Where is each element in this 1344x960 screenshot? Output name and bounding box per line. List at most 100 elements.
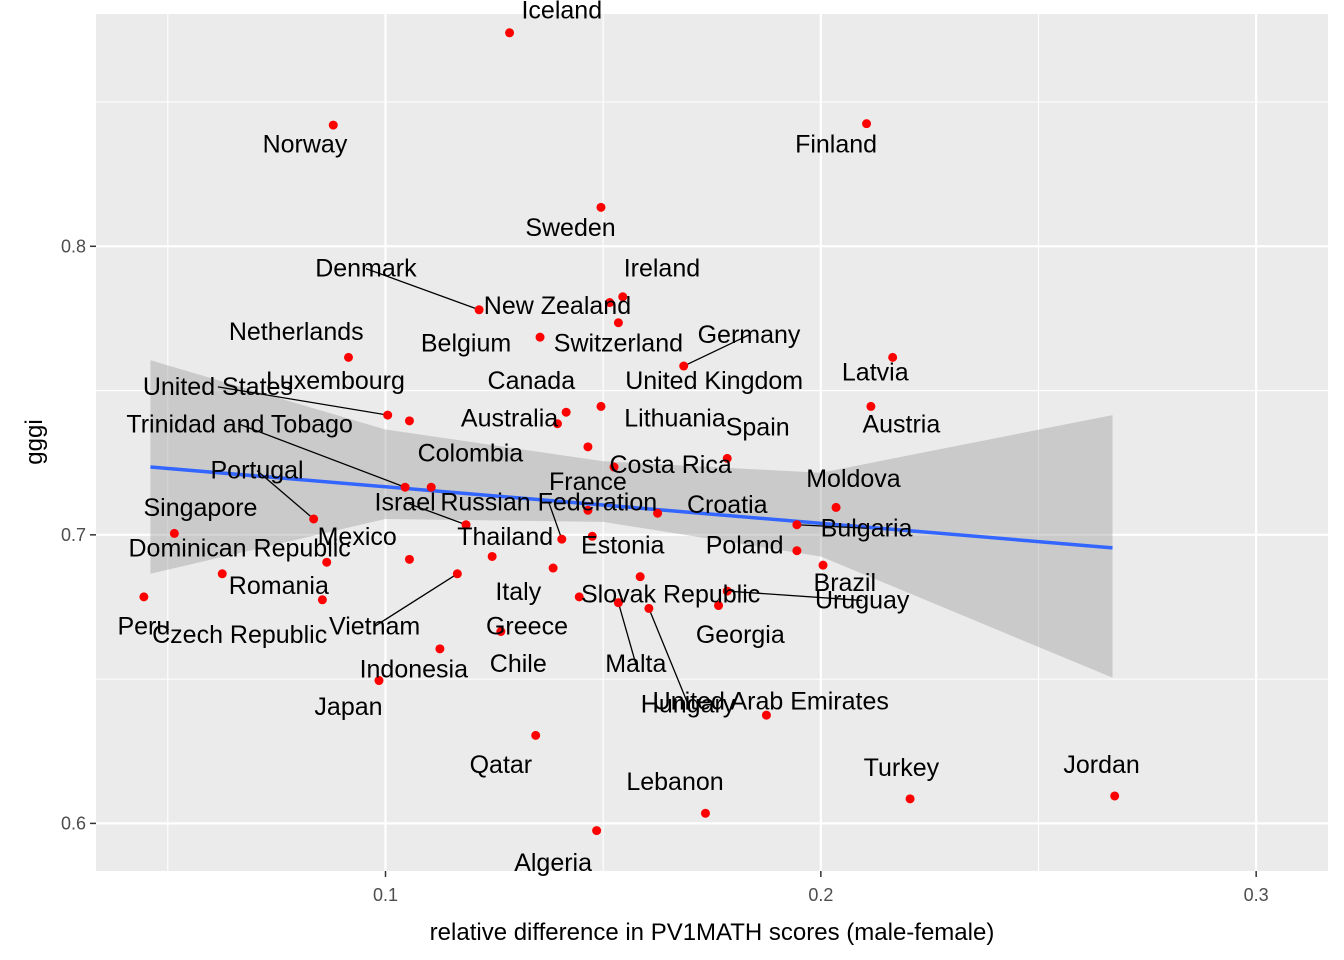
point-romania <box>217 569 227 579</box>
point-norway <box>328 120 338 130</box>
point-united-states <box>383 410 393 420</box>
leader-russian-federation <box>548 502 563 540</box>
point-dominican-republic <box>487 551 497 561</box>
point-bulgaria <box>792 520 802 530</box>
point-algeria <box>592 826 602 836</box>
point-israel <box>461 520 471 530</box>
point-greece <box>574 592 584 602</box>
point-malta <box>613 598 623 608</box>
label-denmark: Denmark <box>315 255 417 283</box>
label-australia: Australia <box>461 405 558 433</box>
label-latvia: Latvia <box>842 358 909 386</box>
label-bulgaria: Bulgaria <box>821 514 913 542</box>
label-colombia: Colombia <box>418 439 524 467</box>
data-points <box>139 28 1120 836</box>
point-croatia <box>653 508 663 518</box>
point-georgia <box>714 601 724 611</box>
label-leaders <box>217 267 867 705</box>
label-russian-federation: Russian Federation <box>440 488 657 516</box>
label-netherlands: Netherlands <box>229 318 364 346</box>
leader-denmark <box>365 267 480 311</box>
y-tick-label-0: 0.6 <box>61 813 86 833</box>
label-israel: Israel <box>375 488 436 516</box>
y-tick-label-2: 0.8 <box>61 236 86 256</box>
point-hungary <box>644 603 654 613</box>
x-tick-label-0: 0.1 <box>373 885 398 905</box>
label-norway: Norway <box>263 131 348 159</box>
point-labels: Iceland Norway Finland Sweden Denmark Ireland… <box>117 0 1139 877</box>
x-tick-label-1: 0.2 <box>808 885 833 905</box>
confidence-band <box>150 360 1113 678</box>
trend-line <box>150 465 1113 550</box>
label-dominican-republic: Dominican Republic <box>128 534 350 562</box>
point-portugal <box>309 514 319 524</box>
point-germany <box>679 361 689 371</box>
y-tick-label-1: 0.7 <box>61 525 86 545</box>
point-estonia <box>587 531 597 541</box>
point-singapore <box>169 528 179 538</box>
point-lithuania <box>583 442 593 452</box>
label-poland: Poland <box>706 532 784 560</box>
label-romania: Romania <box>229 572 329 600</box>
label-united-kingdom: United Kingdom <box>625 367 803 395</box>
label-qatar: Qatar <box>470 751 533 779</box>
label-moldova: Moldova <box>806 465 901 493</box>
point-jordan <box>1110 791 1120 801</box>
point-denmark <box>474 305 484 315</box>
plot-panel <box>96 14 1328 871</box>
label-brazil: Brazil <box>814 569 877 597</box>
leader-vietnam <box>374 573 458 627</box>
x-axis: 0.1 0.2 0.3 <box>373 871 1269 905</box>
label-hungary: Hungary <box>641 690 736 718</box>
leader-portugal <box>256 470 315 520</box>
label-austria: Austria <box>862 410 940 438</box>
label-estonia: Estonia <box>581 532 664 560</box>
point-ireland <box>618 292 628 302</box>
label-spain: Spain <box>726 413 790 441</box>
x-tick-label-2: 0.3 <box>1244 885 1269 905</box>
label-peru: Peru <box>117 612 170 640</box>
leader-uruguay <box>727 590 863 602</box>
point-costa-rica <box>609 462 619 472</box>
label-mexico: Mexico <box>318 523 397 551</box>
label-united-states: United States <box>143 373 293 401</box>
label-czech-republic: Czech Republic <box>152 621 327 649</box>
point-thailand <box>404 554 414 564</box>
label-germany: Germany <box>698 321 801 349</box>
label-sweden: Sweden <box>525 214 615 242</box>
point-latvia <box>888 352 898 362</box>
leader-hungary <box>648 608 689 705</box>
label-portugal: Portugal <box>211 457 304 485</box>
point-vietnam <box>452 569 462 579</box>
label-indonesia: Indonesia <box>360 656 469 684</box>
leader-israel <box>404 501 467 526</box>
label-switzerland: Switzerland <box>554 330 683 358</box>
point-moldova <box>831 502 841 512</box>
point-sweden <box>596 202 606 212</box>
leader-trinidad-and-tobago <box>239 423 406 488</box>
point-switzerland <box>613 318 623 328</box>
label-costa-rica: Costa Rica <box>610 451 732 479</box>
point-poland <box>792 546 802 556</box>
label-italy: Italy <box>495 578 541 606</box>
point-czech-republic <box>317 595 327 605</box>
point-trinidad-and-tobago <box>400 482 410 492</box>
y-axis: 0.6 0.7 0.8 <box>61 236 96 833</box>
label-finland: Finland <box>795 131 877 159</box>
point-brazil <box>818 560 828 570</box>
point-mexico <box>322 557 332 567</box>
label-united-arab-emirates: United Arab Emirates <box>653 687 889 715</box>
point-italy <box>548 563 558 573</box>
label-ireland: Ireland <box>624 255 700 283</box>
label-singapore: Singapore <box>143 494 257 522</box>
label-malta: Malta <box>605 650 666 678</box>
point-slovak-republic <box>635 572 645 582</box>
label-slovak-republic: Slovak Republic <box>581 581 760 609</box>
point-canada <box>561 407 571 417</box>
label-croatia: Croatia <box>687 491 768 519</box>
point-chile <box>496 627 506 637</box>
label-japan: Japan <box>314 693 382 721</box>
label-lithuania: Lithuania <box>624 405 726 433</box>
point-luxembourg <box>404 416 414 426</box>
point-austria <box>866 401 876 411</box>
